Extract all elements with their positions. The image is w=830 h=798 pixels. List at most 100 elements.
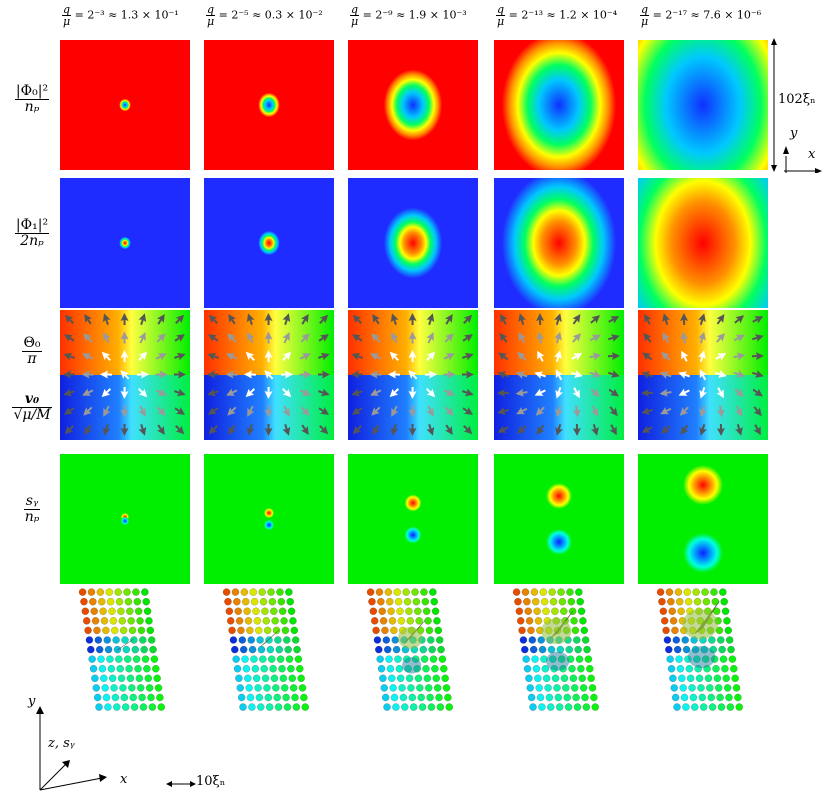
spin-sphere (145, 617, 153, 625)
spin-sphere (734, 693, 742, 702)
spin-sphere (95, 703, 103, 711)
velocity-arrow (299, 353, 311, 361)
spin-sphere (724, 626, 732, 635)
spin-sphere (239, 703, 247, 711)
spin-sphere (368, 598, 376, 606)
spin-sphere (280, 617, 288, 625)
spin-sphere (257, 645, 266, 654)
velocity-arrow (282, 423, 291, 436)
velocity-arrow (715, 353, 727, 361)
spin-sphere (719, 588, 727, 596)
spin-sphere (138, 693, 146, 702)
spin-sphere (274, 636, 282, 644)
spin-sphere (102, 693, 111, 702)
velocity-arrow (516, 425, 527, 434)
spin-sphere (98, 598, 106, 606)
spin-sphere (554, 693, 562, 702)
velocity-arrow (82, 388, 94, 396)
spin-texture-3d-panel-col-3 (366, 588, 453, 711)
spin-sphere (279, 674, 288, 682)
velocity-arrow (591, 405, 599, 417)
spin-sphere (512, 588, 521, 596)
spin-sphere (534, 617, 543, 625)
velocity-arrow (698, 350, 706, 363)
spin-sphere (713, 674, 722, 682)
spin-sphere (721, 665, 729, 673)
spin-sphere (272, 684, 280, 692)
spin-sphere (128, 626, 137, 635)
velocity-arrow (301, 313, 309, 325)
phi0-density-panel-col-5 (638, 40, 768, 170)
spin-sphere (678, 674, 686, 682)
spin-sphere (381, 626, 389, 635)
spin-sphere (428, 645, 436, 654)
velocity-arrow (391, 332, 399, 344)
spin-sphere (704, 674, 713, 682)
velocity-arrow (733, 334, 745, 342)
spin-sphere (575, 655, 584, 663)
velocity-arrow (644, 313, 652, 325)
spin-sphere (102, 626, 110, 635)
spin-sphere (571, 626, 580, 635)
axis3d-z-label: z, sᵧ (48, 736, 75, 751)
spin-sphere (706, 684, 714, 692)
phi1-density-panel-col-2 (204, 178, 334, 308)
spin-sphere (438, 655, 447, 663)
spin-sphere (676, 598, 684, 606)
spin-sphere (717, 636, 725, 644)
spin-sphere (687, 674, 695, 682)
spin-sphere (702, 598, 711, 606)
velocity-arrow (572, 405, 581, 418)
spin-sphere (674, 588, 683, 596)
velocity-arrow (590, 388, 600, 398)
spin-sphere (141, 588, 149, 596)
spin-sphere (519, 636, 528, 644)
scale3d-label: 10ξₙ (196, 774, 226, 789)
spin-sphere (682, 645, 691, 654)
velocity-arrow (226, 353, 238, 361)
spin-sphere (378, 607, 386, 615)
spin-sphere (711, 598, 719, 606)
velocity-arrow (753, 424, 761, 436)
velocity-arrow (207, 407, 219, 415)
velocity-arrow (120, 423, 129, 436)
spin-sphere (441, 674, 449, 682)
velocity-arrow (589, 352, 602, 361)
spin-sphere (225, 607, 233, 615)
velocity-arrow (607, 334, 620, 342)
spin-sphere (97, 655, 105, 663)
spin-sphere (425, 684, 433, 692)
spin-sphere (575, 588, 583, 596)
spin-sphere (283, 703, 292, 711)
spin-sphere (581, 693, 589, 702)
spin-sphere (421, 598, 429, 606)
velocity-arrow (426, 423, 435, 436)
spin-sphere (80, 598, 88, 606)
spin-sphere (253, 617, 262, 625)
spin-sphere (419, 645, 427, 654)
velocity-arrow (318, 352, 330, 361)
spin-sphere (385, 655, 393, 663)
spin-sphere (538, 703, 546, 711)
velocity-arrow (462, 334, 473, 342)
spin-sphere (235, 617, 244, 625)
spin-sphere (277, 598, 285, 606)
velocity-arrow (391, 405, 399, 417)
spin-sphere (232, 655, 240, 663)
velocity-arrow (282, 351, 292, 362)
velocity-arrow (660, 407, 672, 415)
spin-sphere (591, 703, 599, 711)
scale-label: 102ξₙ (778, 92, 816, 107)
spin-sphere (411, 588, 419, 596)
phase-velocity-panel-col-3 (348, 310, 478, 440)
velocity-arrow (351, 407, 363, 415)
spin-sphere (116, 665, 124, 673)
spin-sphere (231, 588, 240, 596)
spin-sphere (530, 645, 538, 654)
velocity-arrow (699, 423, 707, 436)
phase-velocity-panel-col-1 (60, 310, 190, 440)
spin-sphere (525, 617, 534, 625)
velocity-arrow (138, 332, 146, 344)
spin-sphere (445, 703, 453, 711)
spin-sphere (245, 684, 253, 692)
